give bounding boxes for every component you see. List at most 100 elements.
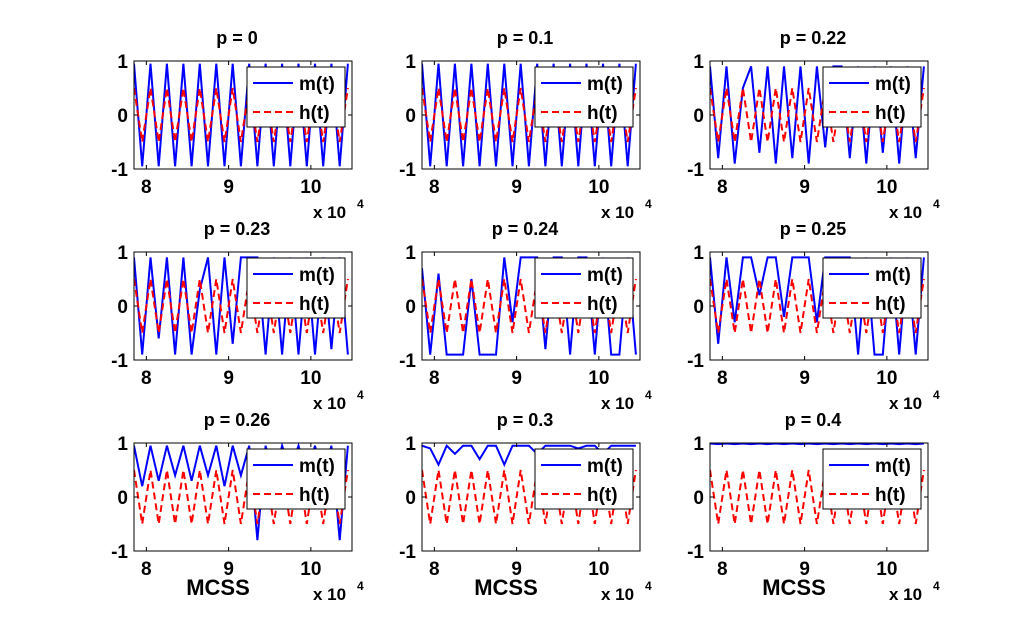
y-tick-label: 1 [693,243,704,264]
x-exponent: 4 [645,579,652,593]
legend-label: h(t) [587,294,618,315]
x-axis-label: MCSS [762,575,826,600]
x-tick-label: 8 [429,559,440,580]
subplot-5: -1 0 1 8 9 10 p = 0.24 x 10 4 m(t) h(t) [399,219,652,413]
x-exponent-label: x 10 [601,394,634,413]
subplot-7: -1 0 1 8 9 10 p = 0.26 x 10 4 MCSS m(t) h(t) [111,410,364,604]
y-tick-label: 1 [117,243,128,264]
x-tick-label: 10 [876,177,897,198]
x-tick-label: 10 [588,559,609,580]
legend-label: h(t) [299,294,330,315]
legend-label: m(t) [299,74,335,95]
legend-label: m(t) [299,265,335,286]
x-tick-label: 9 [799,177,810,198]
x-tick-label: 8 [429,177,440,198]
x-exponent: 4 [645,197,652,211]
series-line-m [710,443,924,446]
y-tick-label: 0 [117,297,128,318]
legend-label: m(t) [587,74,623,95]
x-exponent-label: x 10 [313,203,346,222]
legend-box [534,66,634,128]
y-tick-label: 0 [693,106,704,127]
y-tick-label: -1 [687,542,704,563]
y-tick-label: -1 [111,351,128,372]
x-tick-label: 9 [799,368,810,389]
x-exponent-label: x 10 [601,203,634,222]
subplot-1: -1 0 1 8 9 10 p = 0 x 10 4 m(t) h(t) [111,28,364,222]
y-tick-label: 1 [405,243,416,264]
x-tick-label: 8 [141,177,152,198]
legend-box [822,448,922,510]
subplot-title: p = 0.23 [204,219,271,239]
subplot-title: p = 0.22 [780,28,847,48]
legend-label: h(t) [299,103,330,124]
y-tick-label: 1 [693,434,704,455]
subplot-6: -1 0 1 8 9 10 p = 0.25 x 10 4 m(t) h(t) [687,219,940,413]
y-tick-label: -1 [399,351,416,372]
x-exponent-label: x 10 [601,585,634,604]
x-tick-label: 10 [300,368,321,389]
x-axis-label: MCSS [186,575,250,600]
y-tick-label: 0 [693,488,704,509]
x-exponent: 4 [933,579,940,593]
y-tick-label: -1 [687,351,704,372]
x-tick-label: 9 [223,368,234,389]
legend-label: h(t) [875,103,906,124]
x-tick-label: 8 [141,559,152,580]
subplot-3: -1 0 1 8 9 10 p = 0.22 x 10 4 m(t) h(t) [687,28,940,222]
x-tick-label: 9 [223,559,234,580]
subplot-title: p = 0.24 [492,219,559,239]
legend-label: m(t) [875,265,911,286]
x-exponent: 4 [645,388,652,402]
subplot-title: p = 0.26 [204,410,271,430]
legend-box [534,257,634,319]
subplot-9: -1 0 1 8 9 10 p = 0.4 x 10 4 MCSS m(t) h(t) [687,410,940,604]
x-tick-label: 8 [717,559,728,580]
x-exponent-label: x 10 [889,394,922,413]
y-tick-label: -1 [399,160,416,181]
x-exponent-label: x 10 [889,585,922,604]
legend-box [246,66,346,128]
legend-label: h(t) [875,485,906,506]
x-tick-label: 9 [511,368,522,389]
y-tick-label: 1 [693,52,704,73]
x-exponent: 4 [357,579,364,593]
x-tick-label: 9 [799,559,810,580]
x-exponent: 4 [357,388,364,402]
legend-label: h(t) [587,485,618,506]
x-exponent-label: x 10 [889,203,922,222]
legend-label: h(t) [875,294,906,315]
x-tick-label: 9 [511,177,522,198]
y-tick-label: -1 [111,542,128,563]
legend-label: m(t) [299,456,335,477]
legend-label: m(t) [875,456,911,477]
x-tick-label: 10 [588,368,609,389]
legend-label: m(t) [587,265,623,286]
y-tick-label: 0 [405,488,416,509]
legend-box [246,448,346,510]
x-tick-label: 10 [300,559,321,580]
subplot-4: -1 0 1 8 9 10 p = 0.23 x 10 4 m(t) h(t) [111,219,364,413]
subplot-8: -1 0 1 8 9 10 p = 0.3 x 10 4 MCSS m(t) h(t) [399,410,652,604]
y-tick-label: -1 [399,542,416,563]
x-tick-label: 10 [588,177,609,198]
y-tick-label: -1 [687,160,704,181]
subplot-title: p = 0 [216,28,258,48]
x-exponent-label: x 10 [313,394,346,413]
x-exponent-label: x 10 [313,585,346,604]
series-line-m [134,256,349,355]
x-exponent: 4 [933,197,940,211]
legend-box [822,257,922,319]
x-tick-label: 8 [141,368,152,389]
subplot-title: p = 0.4 [785,410,842,430]
y-tick-label: -1 [111,160,128,181]
legend-label: h(t) [587,103,618,124]
x-tick-label: 8 [429,368,440,389]
legend-label: m(t) [587,456,623,477]
subplot-title: p = 0.1 [497,28,554,48]
legend-box [246,257,346,319]
x-tick-label: 10 [876,559,897,580]
y-tick-label: 1 [405,52,416,73]
subplot-title: p = 0.3 [497,410,554,430]
x-exponent: 4 [933,388,940,402]
